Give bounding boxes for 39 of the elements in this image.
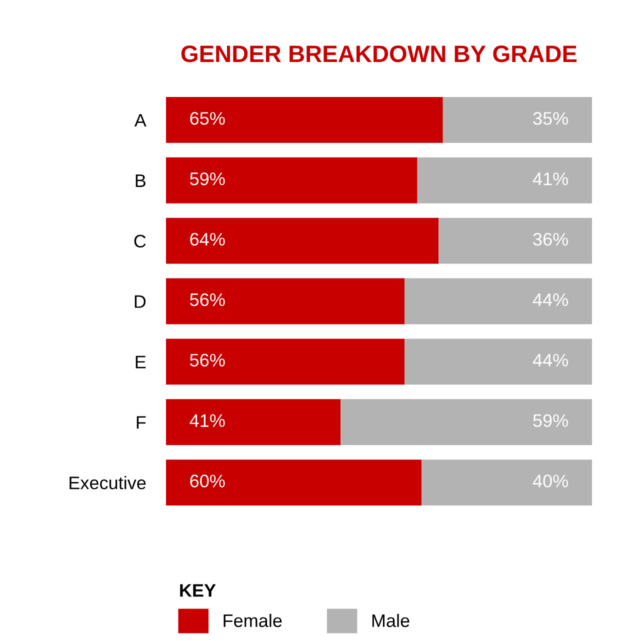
y-tick-label: A [134,114,146,126]
data-label: 59% [533,414,568,427]
data-label: 44% [532,293,568,306]
y-tick-label: E [136,356,146,368]
data-label: 35% [533,112,568,125]
bar [166,278,405,324]
data-label: 36% [533,232,568,246]
data-label: 64% [190,232,225,246]
data-label: 41% [532,172,568,186]
data-label: 40% [532,474,568,488]
bar [166,96,443,143]
legend-label: Female [224,614,282,628]
bar [166,338,405,385]
data-label: 59% [190,172,225,186]
data-label: 60% [190,474,225,488]
y-tick-label: C [134,234,146,248]
bar [417,157,592,204]
bar [340,399,592,446]
data-label: 44% [532,354,568,366]
y-tick-label: D [134,295,146,308]
legend-label: Male [372,614,410,628]
data-label: 56% [190,354,225,367]
y-tick-label: Executive [70,476,146,490]
legend-title: KEY [180,584,216,597]
bar [438,218,592,264]
data-label: 56% [190,293,225,306]
y-tick-label: B [136,174,146,187]
data-label: 41% [190,414,225,427]
bar [404,338,592,385]
chart-title: GENDER BREAKDOWN BY GRADE [181,45,577,62]
bar [422,460,592,506]
bar [166,460,422,506]
bar [166,157,418,204]
bar [442,96,592,143]
y-tick-label: F [136,416,146,429]
data-label: 65% [190,112,225,125]
bar [166,218,439,264]
bar [404,278,592,324]
bar [166,399,341,446]
